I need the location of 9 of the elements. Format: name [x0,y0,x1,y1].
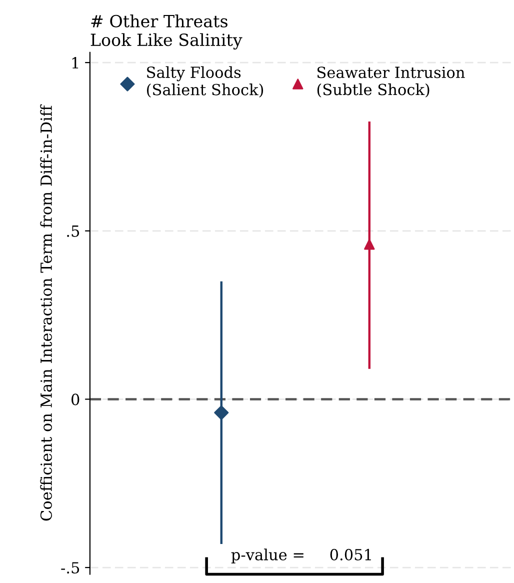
annotation: p-value = 0.051 [231,548,371,564]
legend-label: Seawater Intrusion (Subtle Shock) [317,66,465,98]
y-tick-label: 1 [72,57,78,68]
y-axis-title: Coefficient on Main Interaction Term from Diff-in-Diff [40,104,52,521]
y-tick-label: 0 [72,394,80,406]
y-tick-label: -.5 [61,562,80,574]
chart-title: # Other Threats Look Like Salinity [90,14,242,50]
legend-label: Salty Floods (Salient Shock) [147,66,264,98]
y-tick-label: .5 [67,226,80,237]
